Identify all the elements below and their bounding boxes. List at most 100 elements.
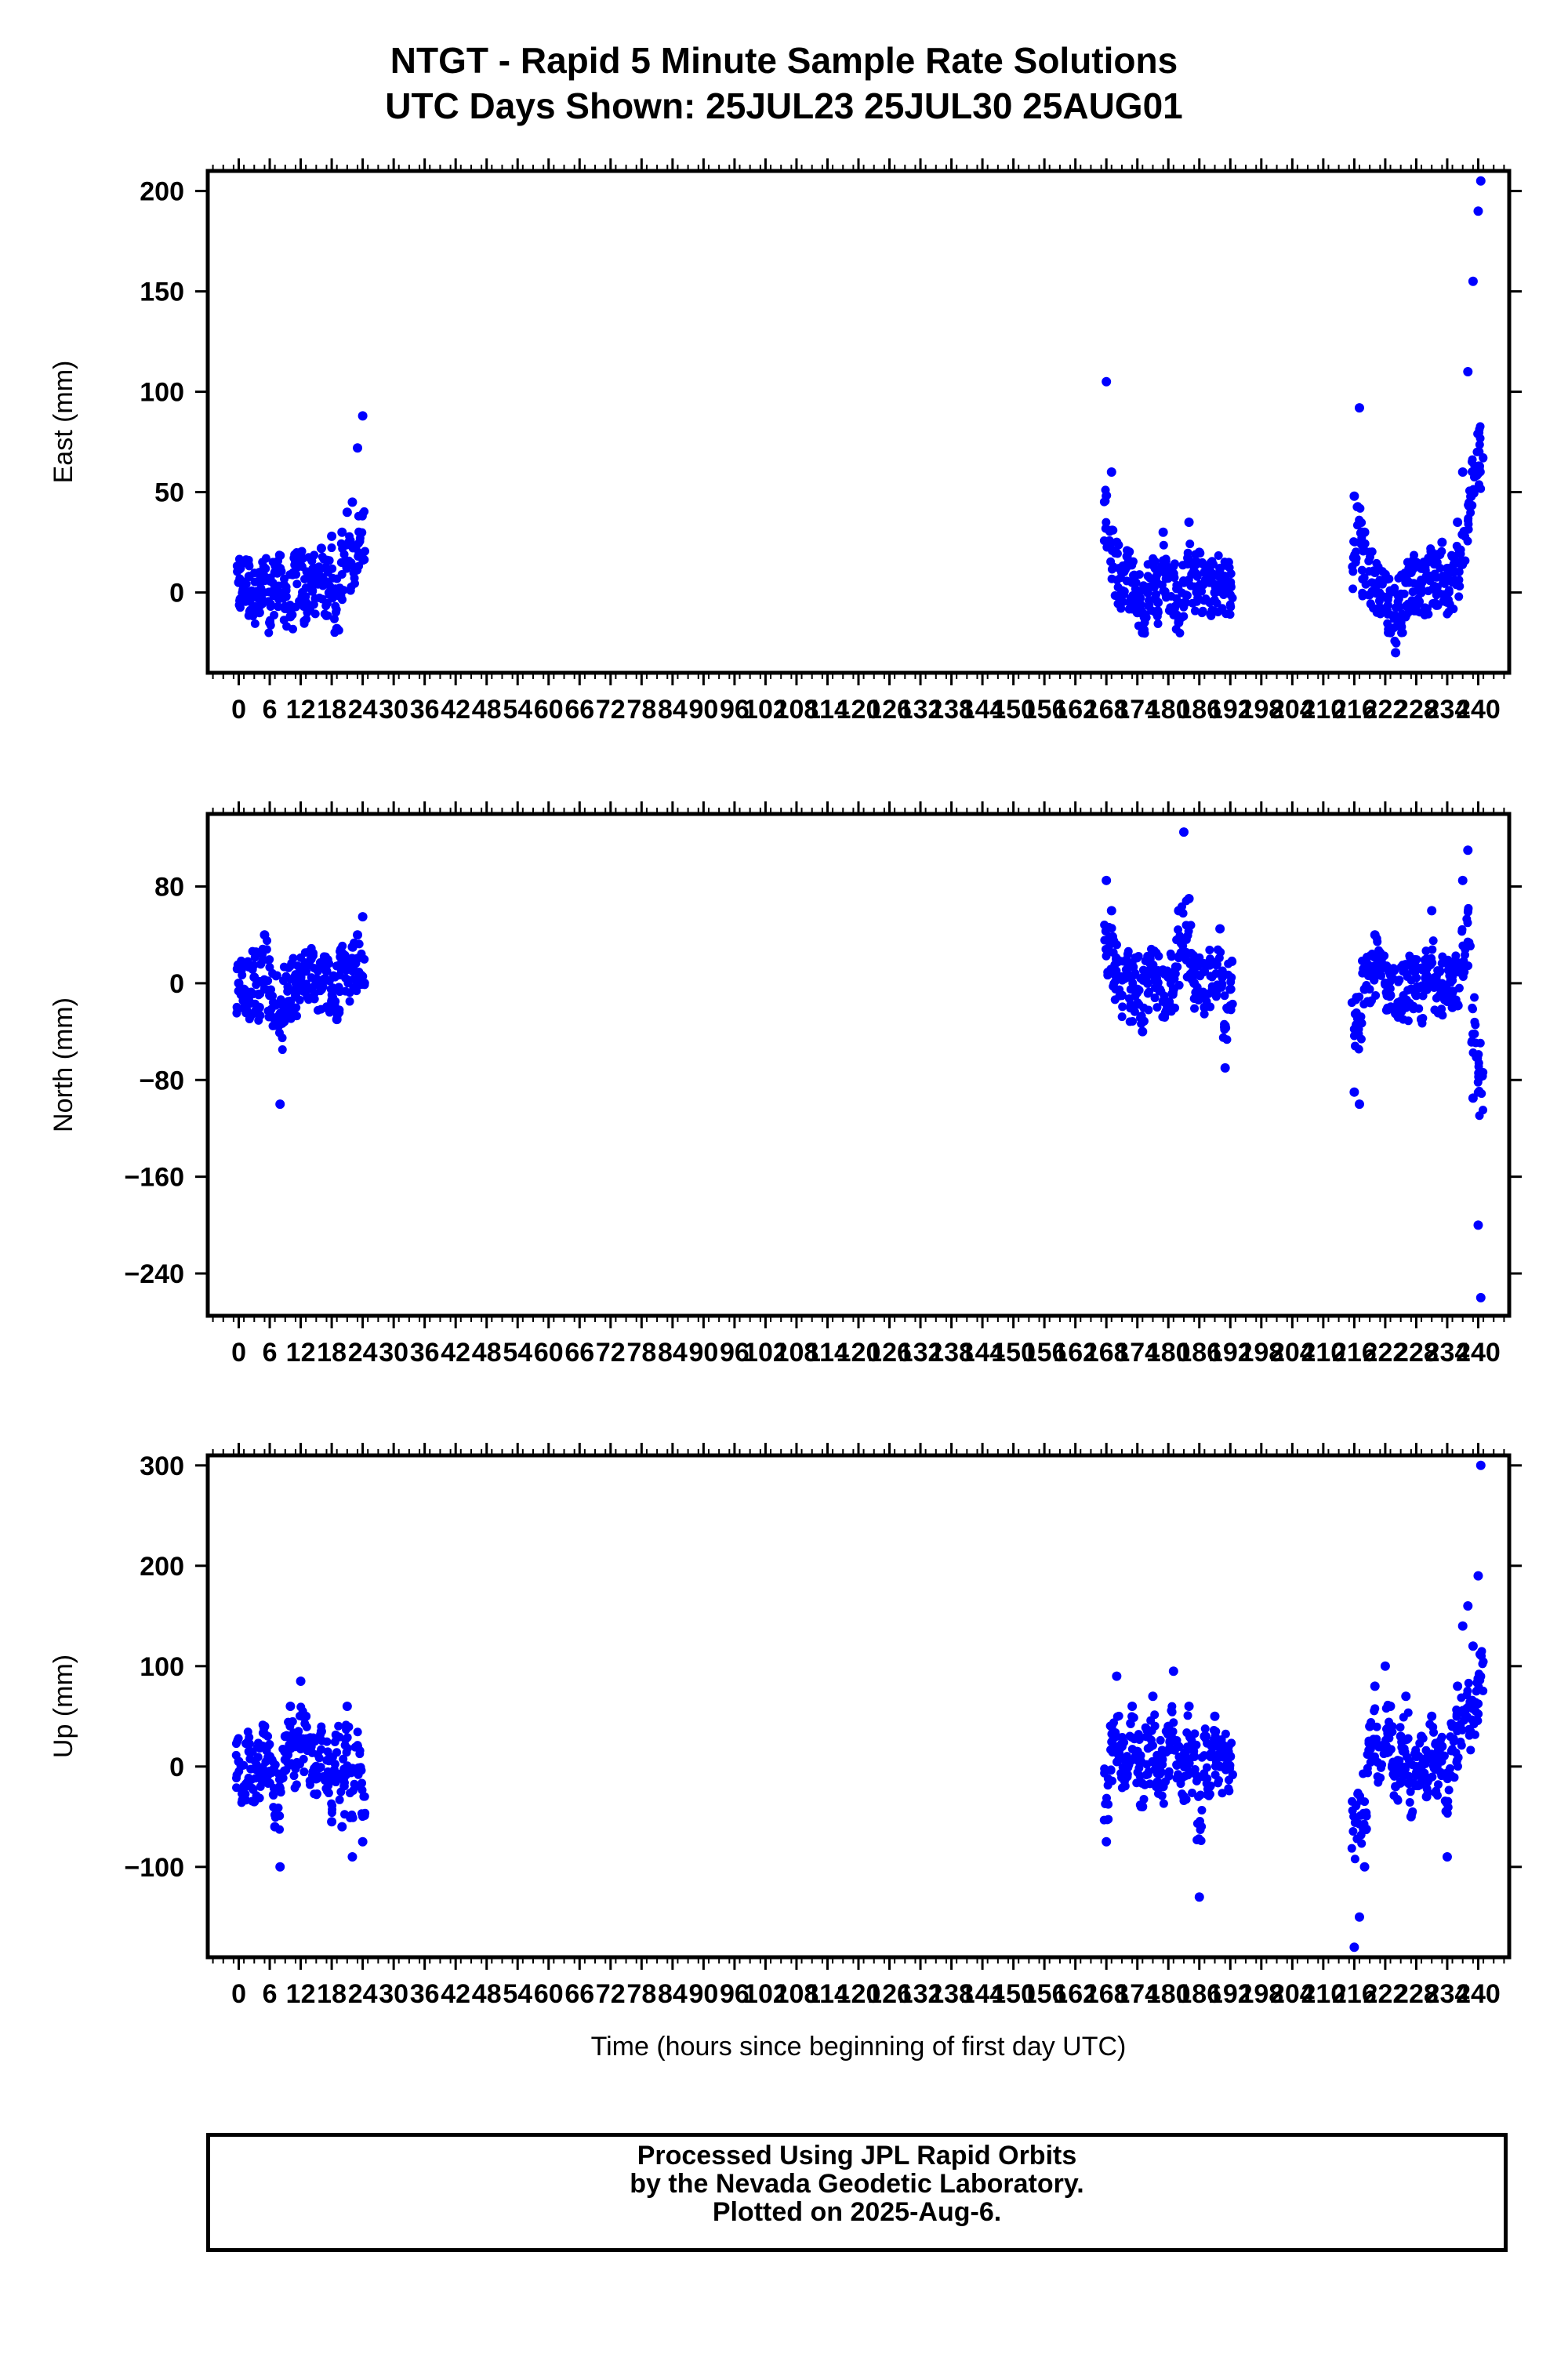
- north-sample-dot: [307, 949, 317, 958]
- up-y-tick-label: 300: [140, 1451, 184, 1481]
- up-y-tick-label: 0: [169, 1753, 184, 1782]
- north-sample-dot: [1399, 991, 1408, 1001]
- north-sample-dot: [1373, 937, 1382, 946]
- north-x-tick-label: 198: [1239, 1338, 1283, 1368]
- chart-title-line-1: NTGT - Rapid 5 Minute Sample Rate Soluti…: [390, 40, 1178, 81]
- north-x-tick-label: 78: [626, 1338, 656, 1368]
- north-sample-dot: [278, 1045, 287, 1055]
- up-sample-dot: [322, 1737, 332, 1746]
- up-sample-dot: [1120, 1756, 1130, 1765]
- up-sample-dot: [1136, 1751, 1145, 1760]
- east-sample-dot: [1226, 581, 1236, 590]
- north-data-point: [1106, 906, 1116, 916]
- north-sample-dot: [360, 980, 369, 990]
- north-sample-dot: [1160, 991, 1169, 1001]
- up-sample-dot: [1347, 1844, 1356, 1853]
- north-x-tick-label: 72: [596, 1338, 626, 1368]
- up-sample-dot: [1388, 1727, 1397, 1737]
- east-data-point: [1349, 491, 1359, 501]
- north-sample-dot: [1105, 940, 1115, 950]
- east-sample-dot: [1444, 586, 1454, 595]
- east-sample-dot: [1196, 549, 1205, 558]
- up-sample-dot: [1442, 1798, 1451, 1807]
- up-sample-dot: [1372, 1735, 1381, 1744]
- east-sample-dot: [329, 614, 339, 623]
- north-sample-dot: [271, 972, 281, 981]
- east-sample-dot: [1105, 536, 1114, 545]
- east-x-tick-label: 42: [441, 695, 470, 725]
- north-sample-dot: [295, 995, 304, 1004]
- north-sample-dot: [1373, 968, 1382, 978]
- north-sample-dot: [1454, 1001, 1463, 1010]
- north-x-tick-label: 6: [263, 1338, 278, 1368]
- north-sample-dot: [360, 954, 369, 964]
- up-sample-dot: [1114, 1711, 1123, 1720]
- north-y-tick-label: −160: [124, 1163, 184, 1193]
- up-sample-dot: [1436, 1749, 1445, 1758]
- east-sample-dot: [1360, 539, 1370, 548]
- up-sample-dot: [1225, 1786, 1234, 1796]
- up-sample-dot: [1363, 1768, 1373, 1778]
- up-sample-dot: [1466, 1746, 1475, 1755]
- up-sample-dot: [1188, 1788, 1197, 1797]
- north-sample-dot: [1474, 1072, 1483, 1081]
- east-sample-dot: [1410, 550, 1419, 560]
- north-sample-dot: [1470, 993, 1479, 1002]
- up-sample-dot: [334, 1721, 343, 1731]
- east-sample-dot: [1422, 558, 1432, 568]
- east-data-point: [1158, 527, 1168, 537]
- up-x-tick-label: 60: [534, 1979, 564, 2009]
- up-sample-dot: [237, 1798, 246, 1807]
- up-x-tick-label: 24: [348, 1979, 378, 2009]
- east-x-tick-label: 30: [379, 695, 408, 725]
- north-sample-dot: [1357, 1019, 1367, 1028]
- east-sample-dot: [310, 550, 319, 560]
- north-sample-dot: [1428, 945, 1437, 954]
- up-sample-dot: [299, 1767, 309, 1777]
- north-data-point: [1427, 906, 1437, 916]
- up-sample-dot: [359, 1792, 368, 1801]
- up-y-tick-label: 200: [140, 1552, 184, 1582]
- up-sample-dot: [1157, 1791, 1167, 1800]
- up-sample-dot: [1422, 1784, 1432, 1793]
- up-sample-dot: [1164, 1771, 1174, 1781]
- east-x-tick-label: 96: [720, 695, 750, 725]
- north-x-tick-label: 216: [1332, 1338, 1377, 1368]
- east-sample-dot: [1192, 572, 1202, 581]
- east-x-tick-label: 66: [564, 695, 594, 725]
- east-x-tick-label: 132: [898, 695, 943, 725]
- north-sample-dot: [1206, 1002, 1215, 1012]
- up-sample-dot: [1349, 1811, 1359, 1821]
- east-sample-dot: [335, 583, 344, 593]
- north-sample-dot: [1115, 985, 1124, 994]
- north-sample-dot: [1144, 1005, 1153, 1015]
- north-sample-dot: [268, 997, 278, 1007]
- charts-canvas: 0 6 12 18 24 30 36 42 48 54 60 66 72 78 84 90 9610210811…: [49, 158, 1522, 2062]
- east-sample-dot: [1352, 554, 1361, 563]
- up-sample-dot: [1099, 1815, 1109, 1825]
- east-data-point: [1184, 518, 1194, 527]
- north-sample-dot: [1150, 994, 1160, 1003]
- east-sample-dot: [1398, 628, 1407, 638]
- east-sample-dot: [1385, 574, 1394, 583]
- east-sample-dot: [1409, 560, 1418, 569]
- up-sample-dot: [1464, 1678, 1473, 1687]
- up-sample-dot: [1138, 1778, 1147, 1788]
- east-x-tick-label: 240: [1456, 695, 1501, 725]
- east-sample-dot: [1170, 559, 1179, 569]
- up-sample-dot: [1183, 1711, 1192, 1720]
- east-sample-dot: [1127, 561, 1137, 570]
- up-data-point: [1148, 1691, 1158, 1702]
- up-sample-dot: [1456, 1724, 1465, 1733]
- east-sample-dot: [1456, 545, 1465, 554]
- north-sample-dot: [1154, 951, 1163, 961]
- up-sample-dot: [1159, 1799, 1168, 1808]
- up-sample-dot: [320, 1775, 329, 1785]
- east-sample-dot: [1432, 583, 1442, 592]
- up-x-tick-label: 36: [410, 1979, 440, 2009]
- north-y-axis-title: North (mm): [49, 997, 78, 1132]
- up-y-tick-label: 100: [140, 1652, 184, 1682]
- north-x-tick-label: 66: [564, 1338, 594, 1368]
- north-sample-dot: [249, 961, 259, 970]
- up-sample-dot: [1116, 1739, 1126, 1749]
